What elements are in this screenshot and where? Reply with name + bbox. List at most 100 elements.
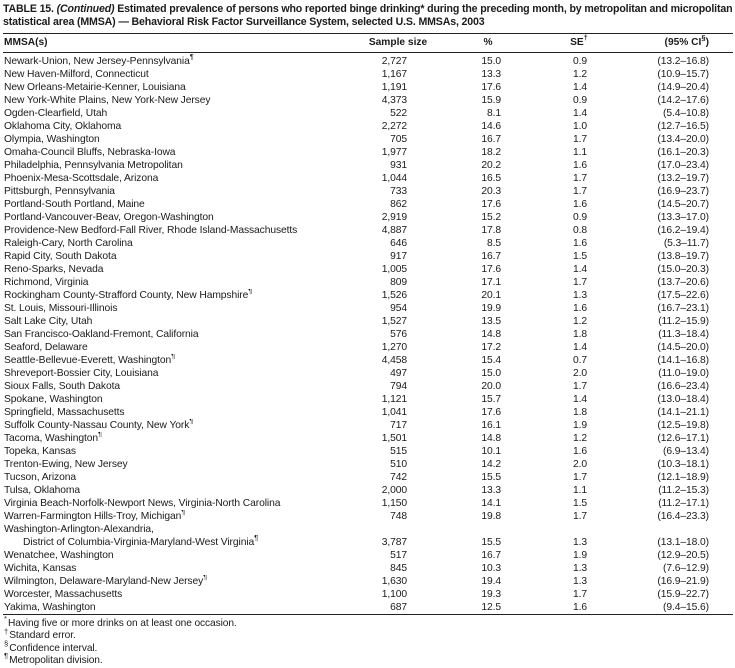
mmsa-name: Providence-New Bedford-Fall River, Rhode… xyxy=(4,225,298,236)
percent-value: 15.5 xyxy=(481,472,501,483)
sample-size-value: 845 xyxy=(390,563,407,574)
standard-error-value: 1.6 xyxy=(572,238,587,249)
sample-size-value: 4,373 xyxy=(381,95,407,106)
mmsa-name: Wenatchee, Washington xyxy=(4,550,114,561)
standard-error-value: 1.1 xyxy=(572,485,587,496)
confidence-interval-value: (16.1–20.3) xyxy=(657,147,709,158)
sample-size-value: 1,041 xyxy=(381,407,407,418)
confidence-interval-value: (12.7–16.5) xyxy=(657,121,709,132)
mmsa-name: Shreveport-Bossier City, Louisiana xyxy=(4,368,159,379)
sample-size-value: 705 xyxy=(390,134,407,145)
confidence-interval-value: (13.7–20.6) xyxy=(657,277,709,288)
sample-size-value: 517 xyxy=(390,550,407,561)
standard-error-value: 0.9 xyxy=(572,56,587,67)
sample-size-value: 1,526 xyxy=(381,290,407,301)
table-row: Spokane, Washington 1,121 15.7 1.4 (13.0–18.… xyxy=(3,393,733,406)
table-row: New Haven-Milford, Connecticut 1,167 13.3 1… xyxy=(3,68,733,81)
mmsa-name: Tucson, Arizona xyxy=(4,472,76,483)
mmsa-name: Trenton-Ewing, New Jersey xyxy=(4,459,128,470)
percent-value: 17.1 xyxy=(481,277,501,288)
standard-error-value: 1.7 xyxy=(572,277,587,288)
sample-size-value: 954 xyxy=(390,303,407,314)
percent-value: 17.8 xyxy=(481,225,501,236)
table-row: Worcester, Massachusetts 1,100 19.3 1.7 (15.… xyxy=(3,588,733,601)
percent-value: 16.1 xyxy=(481,420,501,431)
confidence-interval-value: (12.1–18.9) xyxy=(657,472,709,483)
standard-error-value: 1.1 xyxy=(572,147,587,158)
mmsa-name: Newark-Union, New Jersey-Pennsylvania¶ xyxy=(4,52,194,67)
sample-size-value: 1,150 xyxy=(381,498,407,509)
confidence-interval-value: (16.7–23.1) xyxy=(657,303,709,314)
standard-error-value: 1.5 xyxy=(572,251,587,262)
column-header-percent: % xyxy=(441,33,535,53)
percent-value: 17.2 xyxy=(481,342,501,353)
confidence-interval-value: (13.3–17.0) xyxy=(657,212,709,223)
table-row: Warren-Farmington Hills-Troy, Michigan¶ 7… xyxy=(3,510,733,523)
table-row: Trenton-Ewing, New Jersey 510 14.2 2.0 (10.3… xyxy=(3,458,733,471)
table-row: Wenatchee, Washington 517 16.7 1.9 (12.9–20.… xyxy=(3,549,733,562)
percent-value: 16.7 xyxy=(481,550,501,561)
standard-error-value: 1.5 xyxy=(572,498,587,509)
table-row: Oklahoma City, Oklahoma 2,272 14.6 1.0 (12.7… xyxy=(3,120,733,133)
mmsa-name: Spokane, Washington xyxy=(4,394,103,405)
sample-size-value: 862 xyxy=(390,199,407,210)
mmsa-name: Ogden-Clearfield, Utah xyxy=(4,108,108,119)
standard-error-value: 1.6 xyxy=(572,303,587,314)
standard-error-value: 1.6 xyxy=(572,160,587,171)
data-table: MMSA(s) Sample size % SE† (95% CI§) Newa… xyxy=(3,33,733,615)
column-header-mmsa: MMSA(s) xyxy=(3,33,355,53)
confidence-interval-value: (14.1–21.1) xyxy=(657,407,709,418)
standard-error-value: 1.6 xyxy=(572,602,587,613)
sample-size-value: 1,527 xyxy=(381,316,407,327)
table-row: Virginia Beach-Norfolk-Newport News, Vir… xyxy=(3,497,733,510)
confidence-interval-value: (9.4–15.6) xyxy=(663,602,709,613)
percent-value: 14.8 xyxy=(481,329,501,340)
percent-value: 17.6 xyxy=(481,82,501,93)
percent-value: 19.8 xyxy=(481,511,501,522)
percent-value: 13.3 xyxy=(481,485,501,496)
confidence-interval-value: (13.2–16.8) xyxy=(657,56,709,67)
sample-size-value: 3,787 xyxy=(381,537,407,548)
table-row: St. Louis, Missouri-Illinois 954 19.9 1.6 (1… xyxy=(3,302,733,315)
percent-value: 14.8 xyxy=(481,433,501,444)
sample-size-value: 497 xyxy=(390,368,407,379)
mmsa-name: Worcester, Massachusetts xyxy=(4,589,123,600)
table-row: Rapid City, South Dakota 917 16.7 1.5 (13.8–… xyxy=(3,250,733,263)
mmsa-name: Tulsa, Oklahoma xyxy=(4,485,80,496)
mmsa-name: Raleigh-Cary, North Carolina xyxy=(4,238,133,249)
confidence-interval-value: (12.5–19.8) xyxy=(657,420,709,431)
mmsa-name: Yakima, Washington xyxy=(4,602,96,613)
standard-error-value: 1.7 xyxy=(572,381,587,392)
table-row: Tulsa, Oklahoma 2,000 13.3 1.1 (11.2–15.3) xyxy=(3,484,733,497)
mmsa-name: Richmond, Virginia xyxy=(4,277,89,288)
confidence-interval-value: (16.6–23.4) xyxy=(657,381,709,392)
sample-size-value: 2,000 xyxy=(381,485,407,496)
percent-value: 10.1 xyxy=(481,446,501,457)
mmsa-name: Phoenix-Mesa-Scottsdale, Arizona xyxy=(4,173,159,184)
table-row: San Francisco-Oakland-Fremont, Californi… xyxy=(3,328,733,341)
sample-size-value: 522 xyxy=(390,108,407,119)
table-row: New Orleans-Metairie-Kenner, Louisiana 1,… xyxy=(3,81,733,94)
percent-value: 20.1 xyxy=(481,290,501,301)
mmsa-name: Portland-Vancouver-Beav, Oregon-Washingt… xyxy=(4,212,214,223)
percent-value: 15.4 xyxy=(481,355,501,366)
standard-error-value: 2.0 xyxy=(572,459,587,470)
table-row: New York-White Plains, New York-New Jers… xyxy=(3,94,733,107)
percent-value: 17.6 xyxy=(481,407,501,418)
mmsa-name: Philadelphia, Pennsylvania Metropolitan xyxy=(4,160,183,171)
percent-value: 20.0 xyxy=(481,381,501,392)
confidence-interval-value: (13.4–20.0) xyxy=(657,134,709,145)
confidence-interval-value: (10.9–15.7) xyxy=(657,69,709,80)
confidence-interval-value: (5.3–11.7) xyxy=(663,238,709,249)
confidence-interval-value: (14.1–16.8) xyxy=(657,355,709,366)
sample-size-value: 809 xyxy=(390,277,407,288)
mmsa-name: Reno-Sparks, Nevada xyxy=(4,264,104,275)
percent-value: 13.3 xyxy=(481,69,501,80)
standard-error-value: 1.4 xyxy=(572,264,587,275)
mmsa-name: Omaha-Council Bluffs, Nebraska-Iowa xyxy=(4,147,176,158)
mmsa-name: Suffolk County-Nassau County, New York¶ xyxy=(3,419,355,432)
sample-size-value: 1,270 xyxy=(381,342,407,353)
percent-value: 15.0 xyxy=(481,56,501,67)
sample-size-value: 4,458 xyxy=(381,355,407,366)
